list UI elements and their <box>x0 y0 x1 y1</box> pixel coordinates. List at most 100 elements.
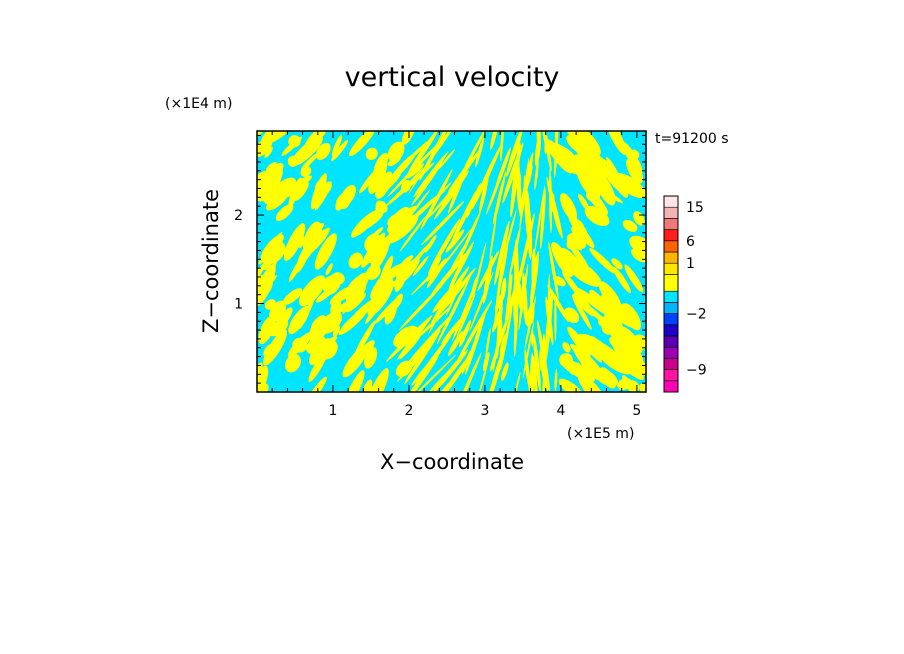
positive-streak <box>554 368 558 392</box>
positive-streak <box>560 248 588 281</box>
colorbar-swatch <box>663 369 679 382</box>
chart-title: vertical velocity <box>345 62 560 93</box>
positive-streak <box>282 288 303 305</box>
positive-streak <box>338 306 369 335</box>
colorbar-label: 1 <box>686 256 695 272</box>
positive-streak <box>370 236 391 272</box>
positive-streak <box>560 193 578 221</box>
positive-streak <box>504 273 513 329</box>
positive-streak <box>395 360 413 378</box>
positive-streak <box>629 149 640 160</box>
positive-streak <box>305 376 327 392</box>
positive-streak <box>513 289 519 358</box>
positive-streak <box>541 131 549 156</box>
positive-streak <box>331 139 349 162</box>
positive-streak <box>327 294 361 319</box>
positive-streak <box>494 220 510 286</box>
positive-streak <box>430 249 471 296</box>
positive-streak <box>399 216 426 252</box>
colorbar-label: −2 <box>686 307 707 323</box>
positive-streak <box>478 173 489 215</box>
positive-streak <box>459 320 471 348</box>
positive-streak <box>315 286 336 303</box>
positive-streak <box>576 168 599 200</box>
positive-streak <box>285 354 301 373</box>
positive-streak <box>500 277 507 301</box>
positive-streak <box>332 325 340 337</box>
positive-streak <box>587 157 611 178</box>
colorbar-swatch <box>663 262 679 275</box>
positive-streak <box>524 348 529 385</box>
plot-frame <box>256 130 647 393</box>
positive-streak <box>263 329 288 366</box>
positive-streak <box>524 296 536 349</box>
positive-streak <box>420 169 453 230</box>
positive-streak <box>288 305 310 335</box>
positive-streak <box>564 307 580 324</box>
positive-streak <box>386 214 419 244</box>
colorbar-swatch <box>663 274 679 292</box>
positive-streak <box>301 153 319 171</box>
positive-streak <box>349 131 376 157</box>
positive-streak <box>540 359 549 392</box>
x-axis: 1 2 3 4 5 <box>271 131 641 419</box>
colorbar: −9 −2 1 6 15 <box>663 195 707 393</box>
colorbar-swatch <box>663 251 679 264</box>
positive-streak <box>299 236 305 249</box>
positive-streak <box>530 251 539 308</box>
positive-streak <box>626 158 644 184</box>
positive-streak <box>500 131 505 162</box>
positive-streak <box>264 299 276 310</box>
positive-streak <box>486 165 506 215</box>
positive-streak <box>533 334 541 392</box>
positive-streak <box>361 232 386 268</box>
positive-streak <box>335 192 348 211</box>
positive-streak <box>437 148 456 171</box>
positive-streak <box>526 190 531 234</box>
positive-streak <box>546 177 563 239</box>
positive-streak <box>580 359 592 370</box>
positive-streak <box>258 315 276 345</box>
colorbar-swatch <box>663 290 679 303</box>
positive-streak <box>376 262 407 286</box>
positive-streak <box>573 131 601 157</box>
positive-streak <box>364 347 378 369</box>
positive-streak <box>306 335 326 355</box>
positive-streak <box>609 302 639 329</box>
positive-streak <box>411 351 441 386</box>
positive-streak <box>516 161 522 214</box>
positive-streak <box>465 308 487 375</box>
positive-streak <box>482 255 493 304</box>
positive-streak <box>387 142 441 197</box>
colorbar-swatch <box>663 302 679 314</box>
velocity-field <box>257 131 646 392</box>
positive-streak <box>262 232 283 255</box>
positive-streak <box>375 200 388 213</box>
positive-streak <box>540 187 546 250</box>
positive-streak <box>346 292 367 313</box>
positive-streak <box>295 239 312 274</box>
positive-streak <box>485 328 491 358</box>
positive-streak <box>409 305 452 345</box>
positive-streak <box>501 362 509 381</box>
positive-streak <box>475 137 485 168</box>
positive-streak <box>257 138 273 157</box>
positive-streak <box>534 159 539 190</box>
positive-streak <box>526 305 532 327</box>
positive-streak <box>325 263 333 276</box>
field-streaks <box>257 131 646 392</box>
positive-streak <box>453 352 482 392</box>
positive-streak <box>466 183 481 218</box>
positive-streak <box>305 131 328 148</box>
positive-streak <box>406 163 424 179</box>
positive-streak <box>419 131 451 181</box>
positive-streak <box>426 258 446 289</box>
positive-streak <box>388 153 416 183</box>
positive-streak <box>411 160 443 206</box>
positive-streak <box>622 219 638 232</box>
positive-streak <box>412 255 429 277</box>
positive-streak <box>385 315 433 362</box>
positive-streak <box>421 201 465 246</box>
positive-streak <box>471 277 477 296</box>
